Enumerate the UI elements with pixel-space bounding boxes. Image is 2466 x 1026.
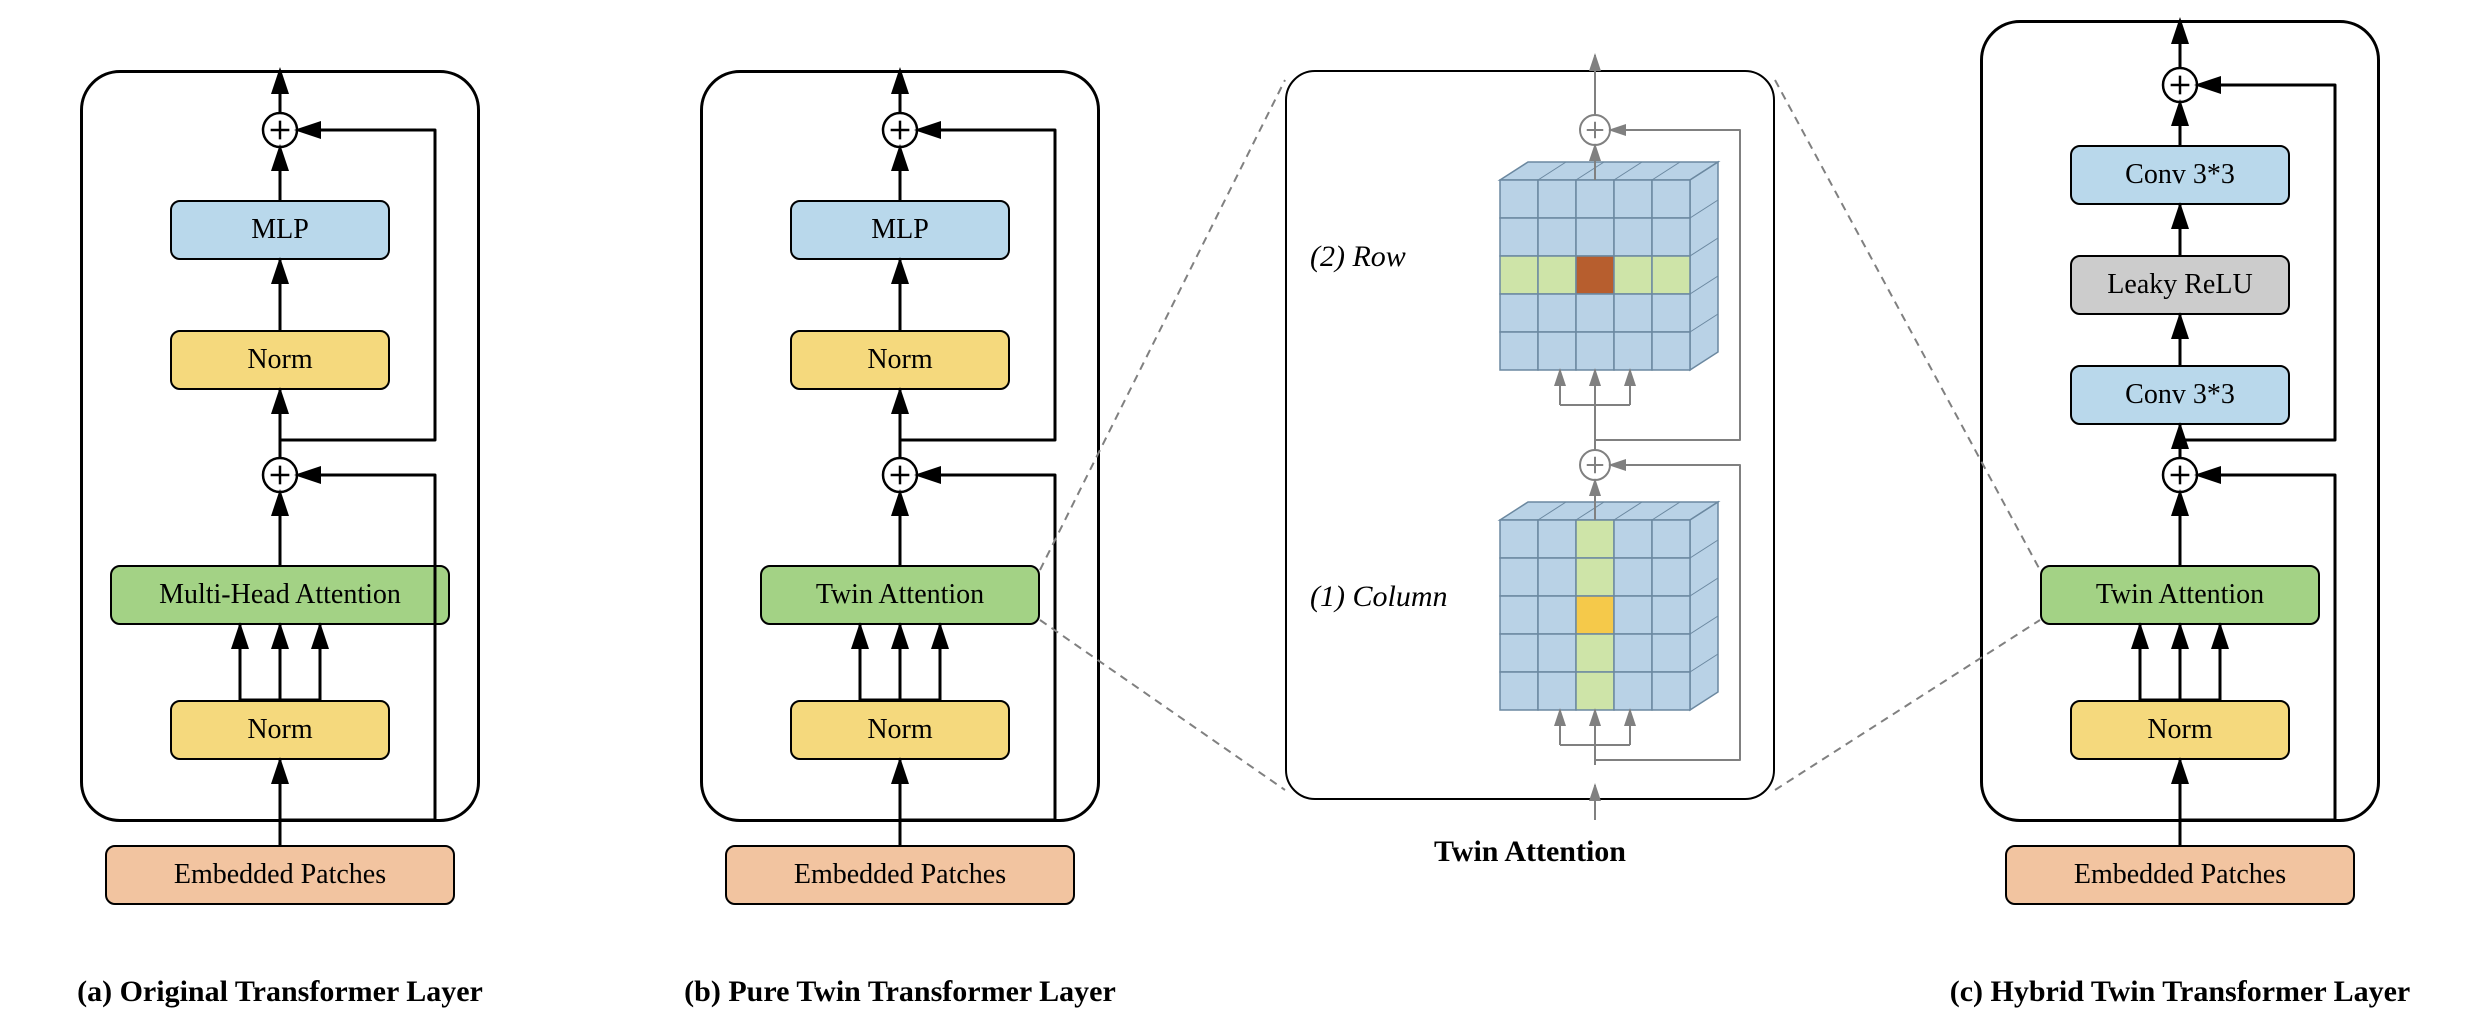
mha-block-a: Multi-Head Attention [110,565,450,625]
leaky-relu-block-c: Leaky ReLU [2070,255,2290,315]
label: Norm [247,714,312,746]
mlp-block-a: MLP [170,200,390,260]
caption-c-text: (c) Hybrid Twin Transformer Layer [1950,975,2411,1008]
label: Twin Attention [816,579,984,611]
label: MLP [251,214,309,246]
mlp-block-b: MLP [790,200,1010,260]
norm-block-a2: Norm [170,330,390,390]
label: Norm [867,714,932,746]
conv-block-c1: Conv 3*3 [2070,365,2290,425]
embedded-patches-block-b: Embedded Patches [725,845,1075,905]
caption-b-text: (b) Pure Twin Transformer Layer [684,975,1116,1008]
label: Multi-Head Attention [159,579,401,611]
row-annotation-text: (2) Row [1310,240,1406,273]
twin-attn-block-c: Twin Attention [2040,565,2320,625]
label: Norm [2147,714,2212,746]
caption-twin: Twin Attention [1370,835,1690,869]
label: Conv 3*3 [2125,379,2235,411]
label: Twin Attention [2096,579,2264,611]
label: Embedded Patches [2074,859,2286,891]
norm-block-b2: Norm [790,330,1010,390]
caption-b: (b) Pure Twin Transformer Layer [640,975,1160,1009]
embedded-patches-block-a: Embedded Patches [105,845,455,905]
label: Norm [247,344,312,376]
row-annotation: (2) Row [1310,240,1406,274]
column-annotation-text: (1) Column [1310,580,1448,613]
label: MLP [871,214,929,246]
caption-a-text: (a) Original Transformer Layer [77,975,483,1008]
label: Conv 3*3 [2125,159,2235,191]
label: Embedded Patches [794,859,1006,891]
label: Norm [867,344,932,376]
embedded-patches-block-c: Embedded Patches [2005,845,2355,905]
label: Leaky ReLU [2107,269,2252,301]
caption-c: (c) Hybrid Twin Transformer Layer [1900,975,2460,1009]
norm-block-c1: Norm [2070,700,2290,760]
label: Embedded Patches [174,859,386,891]
column-annotation: (1) Column [1310,580,1448,614]
caption-a: (a) Original Transformer Layer [40,975,520,1009]
norm-block-b1: Norm [790,700,1010,760]
norm-block-a1: Norm [170,700,390,760]
conv-block-c2: Conv 3*3 [2070,145,2290,205]
panel-detail [1285,70,1775,800]
twin-attn-block-b: Twin Attention [760,565,1040,625]
caption-twin-text: Twin Attention [1434,835,1626,868]
